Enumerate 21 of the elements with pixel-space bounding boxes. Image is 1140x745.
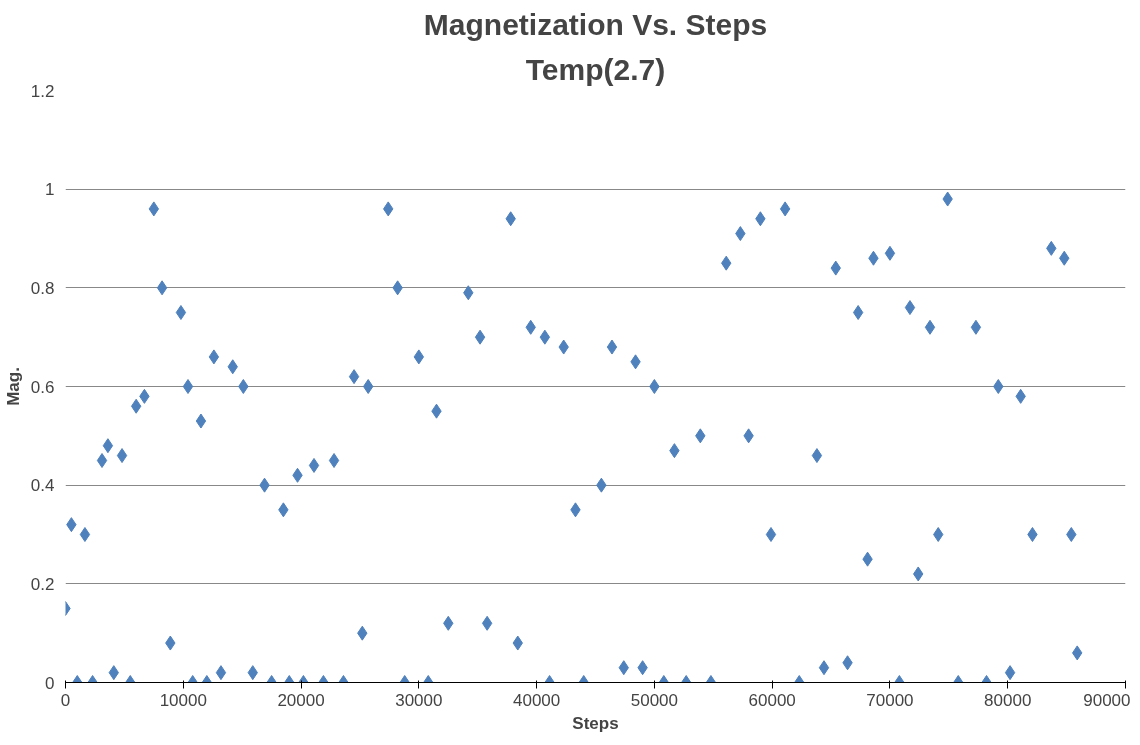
y-tick-label: 0.8 <box>30 278 55 298</box>
x-tick-label: 60000 <box>748 690 796 710</box>
y-tick-label: 0 <box>45 673 55 693</box>
chart-title: Magnetization Vs. Steps <box>423 7 768 41</box>
x-tick-label: 40000 <box>512 690 561 710</box>
y-tick-label: 1.2 <box>30 81 55 101</box>
x-axis-title: Steps <box>572 713 619 733</box>
y-tick-label: 1 <box>45 180 55 200</box>
chart-subtitle: Temp(2.7) <box>525 52 666 86</box>
x-tick-label: 80000 <box>984 690 1032 710</box>
x-tick-label: 0 <box>60 690 71 710</box>
x-tick-label: 20000 <box>277 690 325 710</box>
x-tick-label: 10000 <box>159 690 207 710</box>
y-tick-label: 0.4 <box>30 476 55 496</box>
y-tick-label: 0.2 <box>30 574 55 594</box>
x-tick-label: 30000 <box>395 690 443 710</box>
y-axis-title: Mag. <box>3 367 23 406</box>
x-tick-label: 90000 <box>1083 690 1131 710</box>
x-tick-label: 70000 <box>866 690 914 710</box>
y-tick-label: 0.6 <box>30 377 55 397</box>
x-tick-label: 50000 <box>630 690 679 710</box>
